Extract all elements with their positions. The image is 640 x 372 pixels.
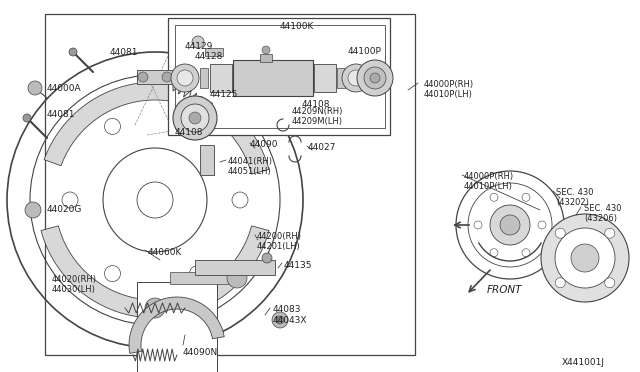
Text: 44090N: 44090N — [183, 348, 218, 357]
Circle shape — [556, 228, 565, 238]
Circle shape — [177, 70, 193, 86]
Text: 44081: 44081 — [47, 110, 76, 119]
Bar — [205, 48, 223, 56]
Polygon shape — [41, 226, 269, 318]
Text: 44030(LH): 44030(LH) — [52, 285, 96, 294]
Text: 44083: 44083 — [273, 305, 301, 314]
Circle shape — [556, 278, 565, 288]
Bar — [314, 64, 336, 92]
Text: 44200(RH): 44200(RH) — [257, 232, 302, 241]
Bar — [337, 68, 345, 88]
Circle shape — [357, 60, 393, 96]
Polygon shape — [44, 82, 269, 174]
Circle shape — [181, 104, 209, 132]
Bar — [210, 64, 232, 92]
Circle shape — [541, 214, 629, 302]
Text: 44081: 44081 — [110, 48, 138, 57]
Text: 44043X: 44043X — [273, 316, 307, 325]
Circle shape — [500, 215, 520, 235]
Text: 44000A: 44000A — [47, 84, 82, 93]
Text: 44100P: 44100P — [348, 47, 382, 56]
Circle shape — [69, 48, 77, 56]
Circle shape — [23, 114, 31, 122]
Text: 44201(LH): 44201(LH) — [257, 242, 301, 251]
Circle shape — [262, 46, 270, 54]
Bar — [168, 18, 390, 135]
Text: (43202): (43202) — [556, 198, 589, 207]
Bar — [137, 70, 173, 84]
Circle shape — [162, 72, 172, 82]
Text: 44000P(RH): 44000P(RH) — [424, 80, 474, 89]
Text: 44129: 44129 — [185, 42, 213, 51]
Circle shape — [189, 112, 201, 124]
Bar — [170, 272, 235, 284]
Circle shape — [342, 64, 370, 92]
Circle shape — [348, 70, 364, 86]
Circle shape — [364, 67, 386, 89]
Text: 44051(LH): 44051(LH) — [228, 167, 272, 176]
Circle shape — [227, 268, 247, 288]
Circle shape — [272, 312, 288, 328]
Bar — [45, 14, 415, 355]
Text: 44020(RH): 44020(RH) — [52, 275, 97, 284]
Text: (43206): (43206) — [584, 214, 617, 223]
Circle shape — [276, 316, 284, 324]
Polygon shape — [129, 297, 224, 353]
Bar — [195, 260, 275, 275]
Circle shape — [490, 205, 530, 245]
Circle shape — [28, 81, 42, 95]
Text: FRONT: FRONT — [487, 285, 522, 295]
Text: X441001J: X441001J — [562, 358, 605, 367]
Circle shape — [605, 228, 615, 238]
Text: 44135: 44135 — [284, 261, 312, 270]
Bar — [233, 60, 313, 96]
Bar — [260, 54, 272, 62]
Bar — [200, 68, 208, 88]
Text: 44209N(RH): 44209N(RH) — [292, 107, 344, 116]
Text: 44108: 44108 — [302, 100, 330, 109]
Circle shape — [370, 73, 380, 83]
Text: 44060K: 44060K — [148, 248, 182, 257]
Text: 44209M(LH): 44209M(LH) — [292, 117, 343, 126]
Bar — [175, 25, 385, 128]
Circle shape — [605, 278, 615, 288]
Text: 44125: 44125 — [210, 90, 238, 99]
Text: SEC. 430: SEC. 430 — [556, 188, 593, 197]
Text: 44010P(LH): 44010P(LH) — [424, 90, 473, 99]
Text: 44010P(LH): 44010P(LH) — [464, 182, 513, 191]
Text: 44128: 44128 — [195, 52, 223, 61]
Circle shape — [192, 36, 204, 48]
Text: SEC. 430: SEC. 430 — [584, 204, 621, 213]
Text: 44020G: 44020G — [47, 205, 83, 214]
Circle shape — [25, 202, 41, 218]
Text: 44100K: 44100K — [280, 22, 314, 31]
Text: 44041(RH): 44041(RH) — [228, 157, 273, 166]
Circle shape — [262, 253, 272, 263]
Bar — [137, 282, 217, 372]
Circle shape — [171, 64, 199, 92]
Circle shape — [145, 298, 165, 318]
Text: 44090: 44090 — [250, 140, 278, 149]
Bar — [200, 145, 214, 175]
Circle shape — [571, 244, 599, 272]
Circle shape — [138, 72, 148, 82]
Circle shape — [173, 96, 217, 140]
Text: 44027: 44027 — [308, 143, 337, 152]
Text: 44108: 44108 — [175, 128, 204, 137]
Circle shape — [555, 228, 615, 288]
Text: 44000P(RH): 44000P(RH) — [464, 172, 514, 181]
